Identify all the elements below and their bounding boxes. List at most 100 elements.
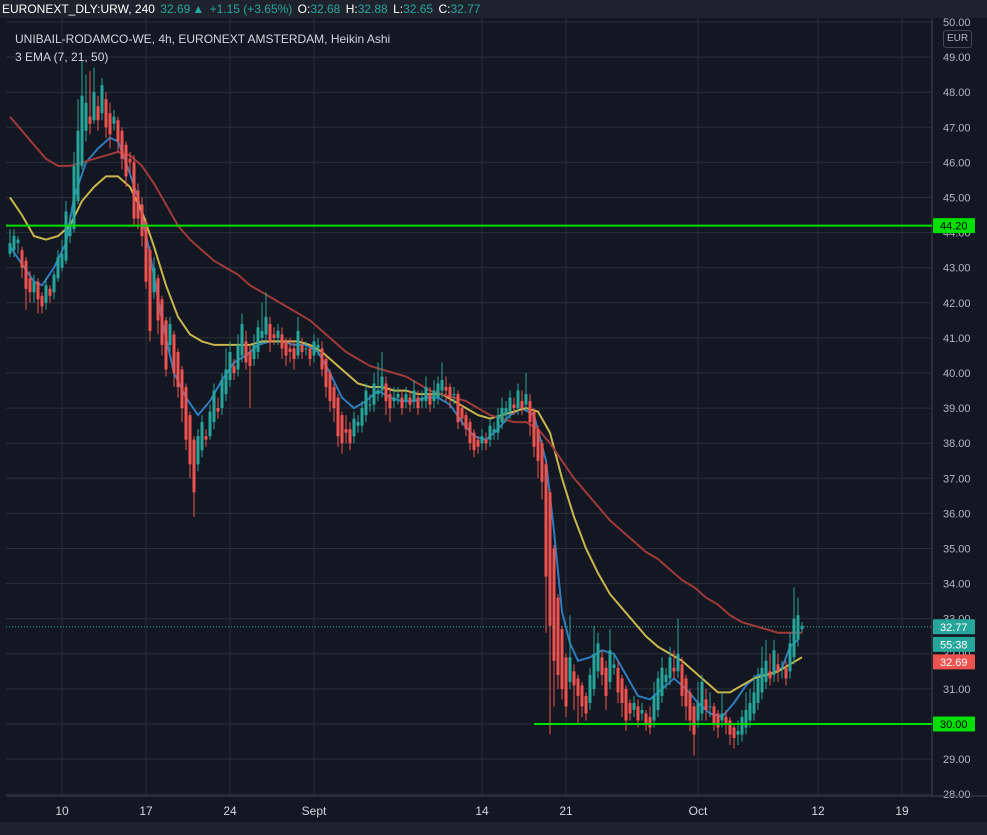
candle[interactable] bbox=[224, 348, 228, 402]
candle[interactable] bbox=[284, 337, 288, 366]
candle[interactable] bbox=[456, 390, 460, 430]
candle[interactable] bbox=[660, 657, 664, 703]
candle[interactable] bbox=[100, 78, 104, 121]
candle[interactable] bbox=[220, 373, 224, 416]
candle[interactable] bbox=[796, 597, 800, 647]
candle[interactable] bbox=[40, 292, 44, 314]
candle[interactable] bbox=[164, 316, 168, 377]
candle[interactable] bbox=[200, 415, 204, 458]
candle[interactable] bbox=[580, 681, 584, 717]
candle[interactable] bbox=[348, 422, 352, 451]
candle[interactable] bbox=[344, 415, 348, 444]
candle[interactable] bbox=[156, 274, 160, 335]
candle[interactable] bbox=[424, 376, 428, 409]
candle[interactable] bbox=[704, 688, 708, 721]
candle[interactable] bbox=[320, 341, 324, 377]
candle[interactable] bbox=[528, 394, 532, 437]
candle[interactable] bbox=[128, 151, 132, 173]
candle[interactable] bbox=[180, 365, 184, 423]
candle[interactable] bbox=[296, 316, 300, 359]
candle[interactable] bbox=[192, 436, 196, 517]
candle[interactable] bbox=[712, 702, 716, 732]
candle[interactable] bbox=[52, 271, 56, 300]
candle[interactable] bbox=[468, 418, 472, 451]
candle[interactable] bbox=[604, 660, 608, 710]
candle[interactable] bbox=[508, 390, 512, 419]
candle[interactable] bbox=[676, 618, 680, 679]
candle[interactable] bbox=[140, 197, 144, 247]
candle[interactable] bbox=[236, 334, 240, 377]
candle[interactable] bbox=[152, 257, 156, 300]
candle[interactable] bbox=[204, 429, 208, 447]
candle[interactable] bbox=[720, 692, 724, 728]
candle[interactable] bbox=[756, 667, 760, 710]
candle[interactable] bbox=[516, 383, 520, 416]
candle[interactable] bbox=[544, 460, 548, 633]
candle[interactable] bbox=[400, 390, 404, 416]
candle[interactable] bbox=[732, 724, 736, 749]
candle[interactable] bbox=[748, 688, 752, 728]
candle[interactable] bbox=[392, 387, 396, 409]
candle[interactable] bbox=[636, 699, 640, 728]
candle[interactable] bbox=[208, 404, 212, 440]
candle[interactable] bbox=[480, 429, 484, 451]
candle[interactable] bbox=[88, 71, 92, 135]
candle[interactable] bbox=[420, 390, 424, 409]
candle[interactable] bbox=[28, 271, 32, 303]
candle[interactable] bbox=[684, 674, 688, 721]
candle[interactable] bbox=[440, 362, 444, 398]
candle[interactable] bbox=[76, 99, 80, 205]
candle[interactable] bbox=[328, 369, 332, 412]
candle[interactable] bbox=[680, 657, 684, 707]
candle[interactable] bbox=[324, 355, 328, 398]
candle[interactable] bbox=[268, 316, 272, 352]
candle[interactable] bbox=[212, 383, 216, 430]
candle[interactable] bbox=[116, 116, 120, 152]
candle[interactable] bbox=[312, 334, 316, 363]
candle[interactable] bbox=[744, 692, 748, 735]
candle[interactable] bbox=[132, 155, 136, 226]
candle[interactable] bbox=[752, 674, 756, 721]
candle[interactable] bbox=[708, 692, 712, 717]
candle[interactable] bbox=[760, 646, 764, 700]
candle[interactable] bbox=[768, 653, 772, 686]
candle[interactable] bbox=[740, 709, 744, 742]
candle[interactable] bbox=[560, 625, 564, 700]
candle[interactable] bbox=[96, 95, 100, 131]
candle[interactable] bbox=[644, 709, 648, 732]
candle[interactable] bbox=[264, 292, 268, 342]
candle[interactable] bbox=[256, 320, 260, 359]
candle[interactable] bbox=[600, 650, 604, 686]
candle[interactable] bbox=[792, 587, 796, 665]
candle[interactable] bbox=[64, 201, 68, 265]
candle[interactable] bbox=[764, 639, 768, 689]
candle[interactable] bbox=[552, 544, 556, 707]
candle[interactable] bbox=[640, 702, 644, 721]
candle[interactable] bbox=[68, 215, 72, 244]
candle[interactable] bbox=[148, 246, 152, 342]
candle[interactable] bbox=[308, 344, 312, 366]
candle[interactable] bbox=[540, 439, 544, 500]
candle[interactable] bbox=[616, 660, 620, 703]
candle[interactable] bbox=[72, 151, 76, 233]
candle[interactable] bbox=[48, 285, 52, 303]
candle[interactable] bbox=[84, 74, 88, 142]
candle[interactable] bbox=[696, 681, 700, 728]
candle[interactable] bbox=[172, 330, 176, 388]
candle[interactable] bbox=[44, 278, 48, 310]
candle[interactable] bbox=[244, 330, 248, 370]
candle[interactable] bbox=[592, 625, 596, 696]
candle[interactable] bbox=[436, 376, 440, 405]
candle[interactable] bbox=[360, 401, 364, 433]
candle[interactable] bbox=[664, 667, 668, 689]
candle[interactable] bbox=[20, 246, 24, 279]
candle[interactable] bbox=[532, 408, 536, 458]
currency-badge[interactable]: EUR bbox=[943, 30, 972, 48]
candle[interactable] bbox=[56, 250, 60, 282]
candle[interactable] bbox=[300, 337, 304, 359]
candle[interactable] bbox=[32, 274, 36, 303]
candle[interactable] bbox=[292, 341, 296, 370]
candle[interactable] bbox=[568, 615, 572, 689]
candle[interactable] bbox=[632, 695, 636, 717]
candle[interactable] bbox=[316, 337, 320, 356]
